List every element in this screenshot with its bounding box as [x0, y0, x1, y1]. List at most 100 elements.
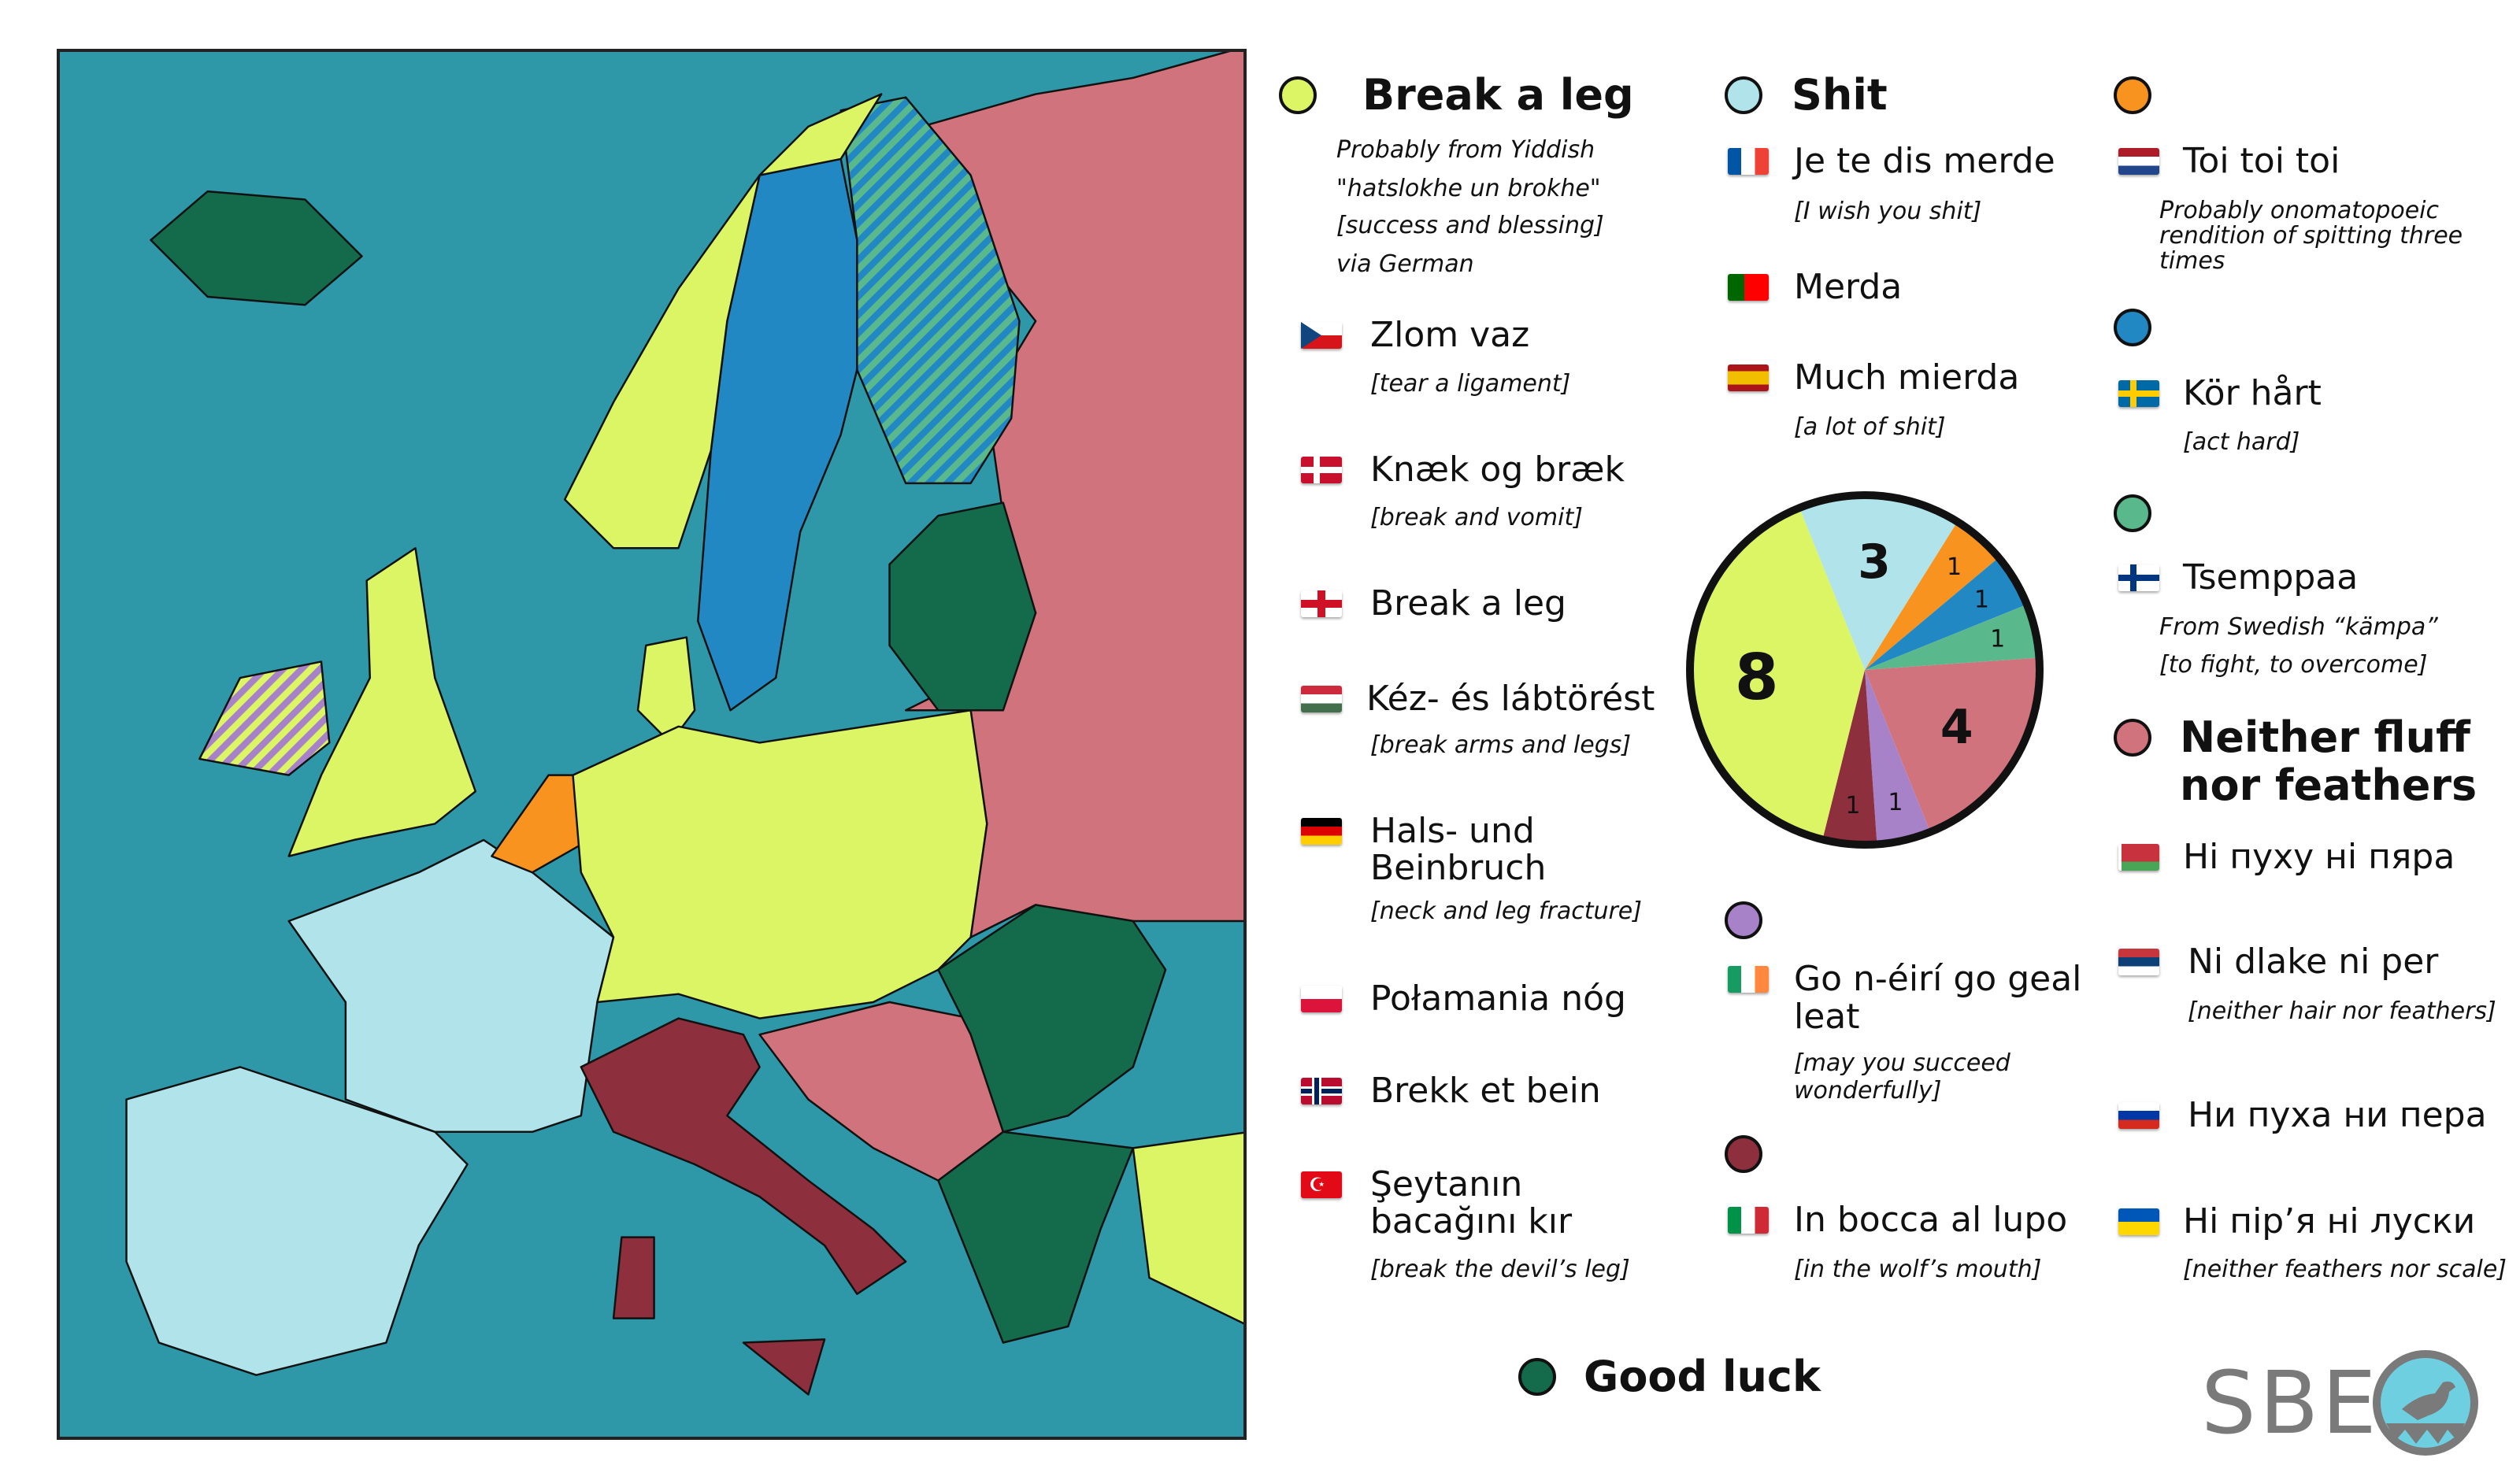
turkey-flag-icon: ☪: [1301, 1171, 1342, 1198]
legend-dot-neither-fluff: [2114, 719, 2151, 757]
region-norway: [563, 93, 883, 549]
pie-slice-label: 1: [1974, 586, 1989, 613]
translation: [neck and leg fracture]: [1370, 897, 1642, 925]
legend-dot-shit: [1725, 76, 1762, 114]
region-italy: [580, 1017, 907, 1295]
region-france: [287, 838, 615, 1134]
phrase: Kör hårt: [2183, 373, 2322, 413]
translation: [in the wolf’s mouth]: [1794, 1256, 2042, 1283]
pie-slice: [1799, 495, 1958, 670]
phrase: Ni dlake ni per: [2188, 942, 2439, 982]
bird-logo-icon: [2373, 1350, 2478, 1456]
translation: [act hard]: [2183, 428, 2300, 456]
translation: [break the devil’s leg]: [1370, 1256, 1630, 1283]
pie-slice-label: 3: [1858, 535, 1891, 590]
group-title-neither-fluff: Neither fluff: [2180, 712, 2470, 762]
legend-dot-in-bocca: [1725, 1135, 1762, 1173]
phrase: bacağını kır: [1370, 1201, 1573, 1241]
serbia-flag-icon: [2118, 949, 2159, 975]
pie-slice: [1690, 508, 1865, 840]
translation: [break and vomit]: [1370, 504, 1583, 531]
pie-slice: [1865, 557, 2027, 670]
phrase: Ні пуху ні пяра: [2183, 837, 2455, 877]
pie-slice: [1822, 670, 1877, 845]
poland-flag-icon: [1301, 986, 1342, 1012]
note-line: [to fight, to overcome]: [2159, 651, 2428, 679]
note-line: rendition of spitting three: [2159, 222, 2463, 250]
phrase: Ни пуха ни пера: [2188, 1095, 2487, 1135]
translation: wonderfully]: [1794, 1077, 1942, 1104]
legend-dot-toi-toi-toi: [2114, 76, 2151, 114]
pie-slice: [1865, 604, 2040, 670]
pie-slice-label: 1: [1990, 626, 2005, 653]
finland-flag-icon: [2118, 564, 2159, 591]
region-iceland: [150, 190, 363, 306]
note-line: From Swedish “kämpa”: [2159, 613, 2438, 641]
phrase: Brekk et bein: [1370, 1071, 1601, 1111]
logo-text: SBE: [2201, 1352, 2380, 1453]
england-flag-icon: [1301, 590, 1342, 617]
phrase: Beinbruch: [1370, 848, 1547, 888]
translation: [neither feathers nor scale]: [2183, 1256, 2507, 1283]
pie-slice-label: 1: [1845, 792, 1860, 820]
pie-slice: [1865, 670, 1931, 845]
phrase: Tsemppaa: [2183, 557, 2359, 598]
pie-slice-label: 1: [1888, 789, 1903, 816]
region-sardinia: [612, 1236, 655, 1319]
netherlands-flag-icon: [2118, 148, 2159, 175]
belarus-flag-icon: [2118, 844, 2159, 871]
legend-dot-good-luck: [1518, 1358, 1556, 1396]
legend-dot-break-a-leg: [1279, 76, 1317, 114]
pie-slice-label: 1: [1947, 553, 1962, 581]
group-title-shit: Shit: [1792, 70, 1888, 120]
region-ireland: [198, 660, 331, 776]
translation: [neither hair nor feathers]: [2188, 997, 2496, 1025]
note-line: Probably from Yiddish: [1336, 136, 1595, 164]
ireland-flag-icon: [1728, 966, 1769, 993]
pie-slice-label: 8: [1735, 641, 1779, 714]
sweden-flag-icon: [2118, 380, 2159, 407]
phrase: Kéz- és lábtörést: [1366, 679, 1655, 719]
sbe-logo: SBE: [2201, 1348, 2485, 1458]
legend-dot-kor-hart: [2114, 309, 2151, 346]
region-baltics: [888, 501, 1037, 712]
phrase: Toi toi toi: [2183, 141, 2340, 181]
translation: [break arms and legs]: [1370, 731, 1632, 759]
germany-flag-icon: [1301, 818, 1342, 845]
region-romania: [937, 904, 1167, 1134]
note-line: via German: [1336, 250, 1474, 278]
translation: [tear a ligament]: [1370, 370, 1571, 398]
legend-dot-go-neiri: [1725, 901, 1762, 939]
phrase: Hals- und: [1370, 811, 1535, 851]
phrase: Połamania nóg: [1370, 979, 1626, 1019]
note-line: "hatslokhe un brokhe": [1336, 175, 1601, 202]
pie-slice: [1865, 657, 2040, 832]
region-central-europe: [572, 709, 988, 1019]
group-title-neither-fluff: nor feathers: [2180, 760, 2477, 810]
translation: [a lot of shit]: [1794, 413, 1946, 441]
phrase: Much mierda: [1794, 357, 2020, 398]
denmark-flag-icon: [1301, 457, 1342, 483]
phrase: In bocca al lupo: [1794, 1200, 2068, 1240]
region-sicily: [742, 1338, 826, 1396]
phrase: leat: [1794, 997, 1860, 1037]
phrase: Merda: [1794, 267, 1903, 307]
note-line: Probably onomatopoeic: [2159, 197, 2440, 224]
translation: [may you succeed: [1794, 1049, 2010, 1077]
ukraine-flag-icon: [2118, 1208, 2159, 1235]
group-title-break-a-leg: Break a leg: [1362, 70, 1634, 120]
phrase: Go n-éirí go geal: [1794, 959, 2082, 999]
region-greece-bulgaria: [937, 1130, 1135, 1344]
pie-outline: [1686, 491, 2044, 849]
phrase: Break a leg: [1370, 583, 1566, 623]
translation: [I wish you shit]: [1794, 198, 1982, 225]
phrase: Knæk og bræk: [1370, 450, 1625, 490]
note-line: times: [2159, 247, 2225, 275]
phrase: Zlom vaz: [1370, 315, 1530, 355]
pie-slice-label: 4: [1940, 700, 1973, 755]
note-line: [success and blessing]: [1336, 212, 1604, 239]
phrase: Ні пір’я ні луски: [2183, 1201, 2476, 1241]
norway-flag-icon: [1301, 1078, 1342, 1104]
phrase: Şeytanın: [1370, 1164, 1523, 1204]
